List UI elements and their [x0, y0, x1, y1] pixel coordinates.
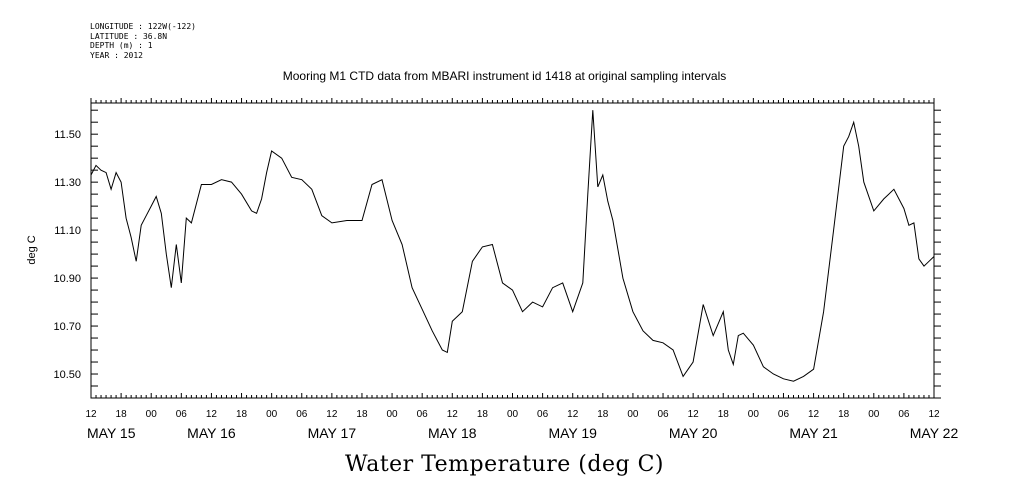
x-hour-tick-label: 00: [507, 409, 519, 420]
depth-label: DEPTH (m) : 1: [90, 41, 153, 50]
x-day-label: MAY 20: [669, 425, 718, 441]
x-hour-tick-label: 00: [387, 409, 399, 420]
x-hour-tick-label: 12: [326, 409, 338, 420]
x-hour-tick-label: 12: [688, 409, 700, 420]
chart-title: Mooring M1 CTD data from MBARI instrumen…: [282, 69, 727, 83]
x-hour-tick-label: 06: [296, 409, 308, 420]
x-hour-tick-label: 00: [868, 409, 880, 420]
year-label: YEAR : 2012: [90, 50, 143, 60]
plot-frame: [90, 102, 935, 399]
x-hour-tick-label: 18: [718, 409, 730, 420]
tick-marks: [90, 98, 941, 399]
x-hour-tick-label: 00: [748, 409, 760, 420]
x-hour-tick-label: 12: [808, 409, 820, 420]
x-hour-tick-label: 06: [537, 409, 549, 420]
y-tick-label: 10.50: [53, 369, 81, 381]
x-hour-tick-label: 12: [206, 409, 218, 420]
temperature-line: [90, 110, 935, 382]
x-day-label: MAY 18: [428, 425, 477, 441]
y-tick-label: 10.90: [53, 273, 81, 285]
y-tick-label: 11.10: [54, 225, 81, 237]
y-tick-label: 10.70: [53, 321, 81, 333]
x-hour-tick-label: 18: [477, 409, 489, 420]
x-hour-tick-label: 12: [85, 409, 97, 420]
x-hour-tick-label: 18: [116, 409, 128, 420]
x-hour-tick-label: 06: [898, 409, 910, 420]
x-hour-tick-label: 18: [236, 409, 248, 420]
series-group: [90, 110, 935, 382]
x-hour-tick-label: 00: [146, 409, 158, 420]
x-day-label: MAY 19: [548, 425, 597, 441]
x-hour-tick-label: 00: [266, 409, 278, 420]
tick-labels: 12 18 00 06 12 18 00 06 12 18 00 06 12 18 00 06 12 18 00 06…: [53, 129, 958, 441]
x-hour-tick-label: 18: [838, 409, 850, 420]
y-axis-label: deg C: [26, 235, 38, 264]
x-hour-tick-label: 18: [597, 409, 609, 420]
x-hour-tick-label: 06: [417, 409, 429, 420]
x-hour-tick-label: 12: [928, 409, 940, 420]
x-hour-tick-label: 12: [447, 409, 459, 420]
latitude-label: LATITUDE : 36.8N: [90, 31, 168, 41]
x-day-label: MAY 16: [187, 425, 236, 441]
header-metadata: LONGITUDE : 122W(-122) LATITUDE : 36.8N …: [90, 22, 196, 60]
x-day-label: MAY 22: [910, 425, 959, 441]
y-tick-label: 11.50: [54, 129, 81, 141]
x-day-label: MAY 15: [87, 425, 136, 441]
x-hour-tick-label: 00: [627, 409, 639, 420]
x-axis-label: Water Temperature (deg C): [345, 452, 664, 477]
x-hour-tick-label: 06: [176, 409, 188, 420]
y-tick-label: 11.30: [54, 177, 81, 189]
longitude-label: LONGITUDE : 122W(-122): [90, 22, 196, 31]
x-hour-tick-label: 06: [657, 409, 669, 420]
x-hour-tick-label: 06: [778, 409, 790, 420]
x-hour-tick-label: 18: [356, 409, 368, 420]
x-day-label: MAY 21: [789, 425, 838, 441]
x-hour-tick-label: 12: [567, 409, 579, 420]
x-day-label: MAY 17: [308, 425, 357, 441]
